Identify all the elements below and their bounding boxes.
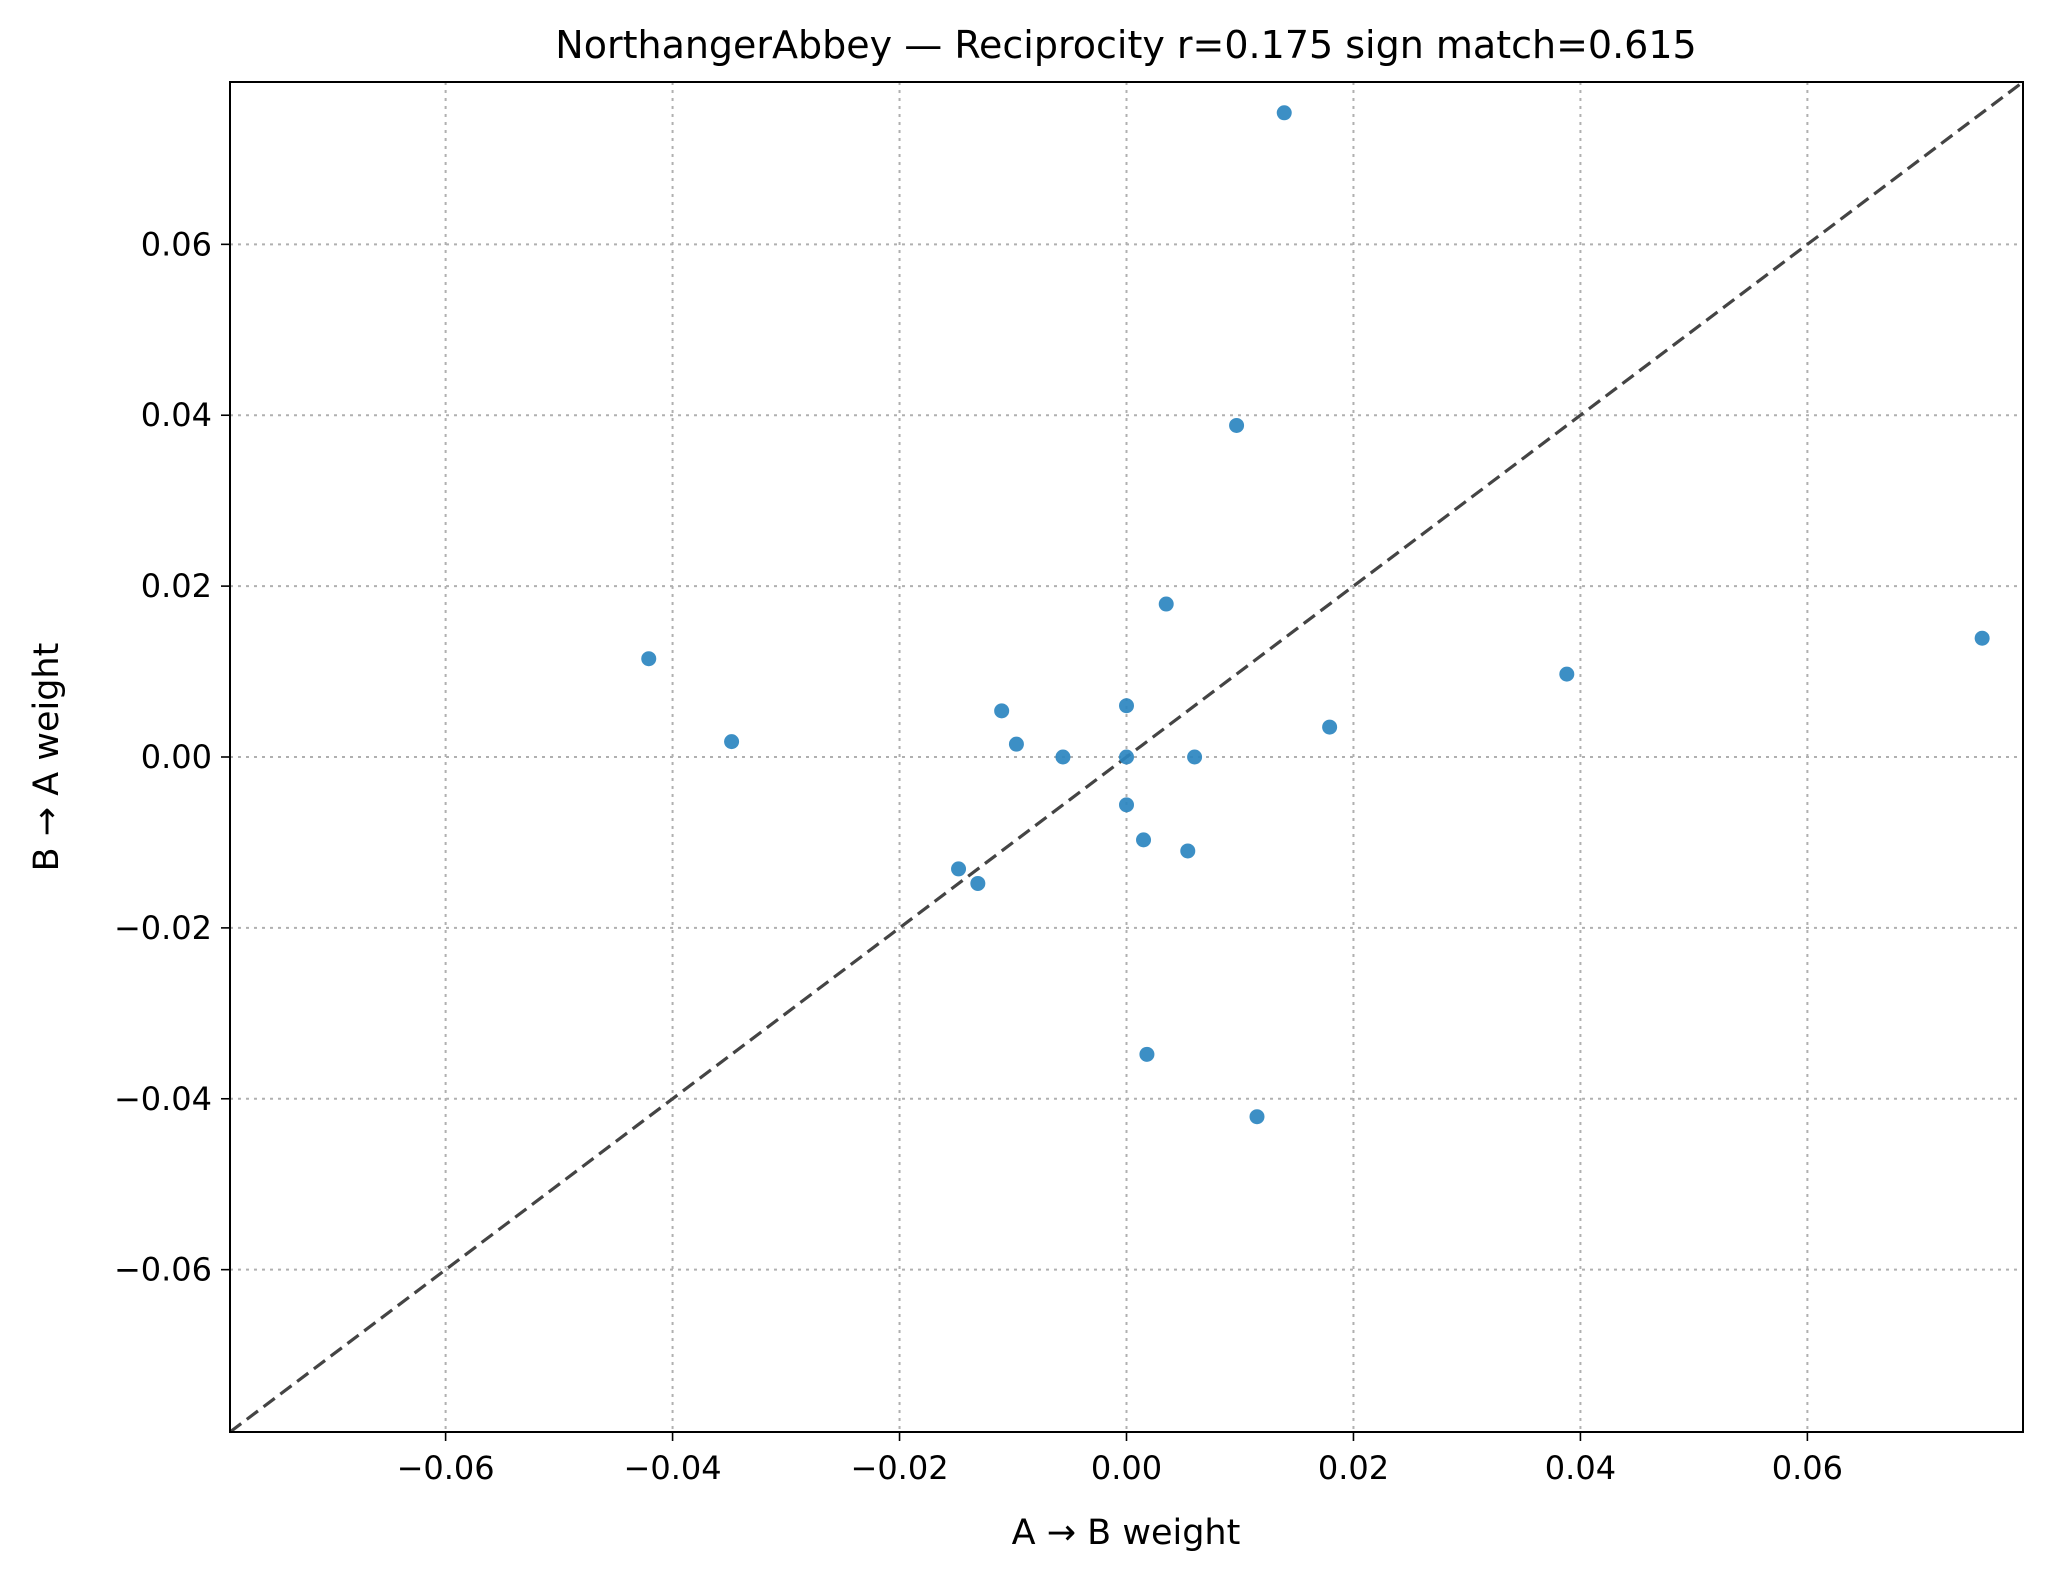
data-point: [1158, 596, 1174, 612]
data-point: [1974, 630, 1990, 646]
data-point: [1119, 797, 1134, 813]
data-point: [724, 734, 740, 750]
x-tick-label: 0.06: [1772, 1449, 1843, 1487]
x-axis-ticks: −0.06 −0.04 −0.02 0.00 0.02 0.04 0.06: [397, 1432, 1843, 1487]
grid: [230, 82, 2023, 1432]
data-point: [951, 861, 967, 877]
x-axis-label: A → B weight: [1012, 1513, 1241, 1553]
y-tick-label: −0.04: [114, 1080, 212, 1118]
data-point: [1139, 1046, 1155, 1062]
data-point: [1187, 749, 1203, 765]
x-tick-label: −0.04: [624, 1449, 722, 1487]
data-point: [1559, 666, 1575, 682]
x-tick-label: 0.00: [1091, 1449, 1162, 1487]
data-point: [1119, 749, 1134, 765]
x-tick-label: 0.04: [1545, 1449, 1616, 1487]
y-axis-label: B → A weight: [27, 643, 67, 872]
data-point: [1322, 719, 1338, 735]
data-point: [994, 703, 1010, 719]
data-point: [1055, 749, 1071, 765]
data-point: [1276, 105, 1292, 121]
x-tick-label: −0.02: [851, 1449, 949, 1487]
y-axis-ticks: −0.06 −0.04 −0.02 0.00 0.02 0.04 0.06: [114, 225, 230, 1289]
data-points: [641, 105, 1990, 1125]
data-point: [1119, 698, 1134, 714]
data-point: [641, 651, 657, 667]
data-point: [1249, 1109, 1265, 1125]
y-tick-label: 0.04: [141, 396, 212, 434]
data-point: [1180, 843, 1196, 859]
y-tick-label: −0.02: [114, 909, 212, 947]
data-point: [1229, 417, 1245, 433]
data-point: [1008, 736, 1024, 752]
y-tick-label: 0.00: [141, 738, 212, 776]
chart-title: NorthangerAbbey — Reciprocity r=0.175 si…: [555, 23, 1696, 67]
x-tick-label: 0.02: [1318, 1449, 1389, 1487]
y-tick-label: −0.06: [114, 1251, 212, 1289]
data-point: [970, 875, 986, 891]
data-point: [1136, 832, 1152, 848]
x-tick-label: −0.06: [397, 1449, 495, 1487]
y-tick-label: 0.06: [141, 225, 212, 263]
y-tick-label: 0.02: [141, 567, 212, 605]
